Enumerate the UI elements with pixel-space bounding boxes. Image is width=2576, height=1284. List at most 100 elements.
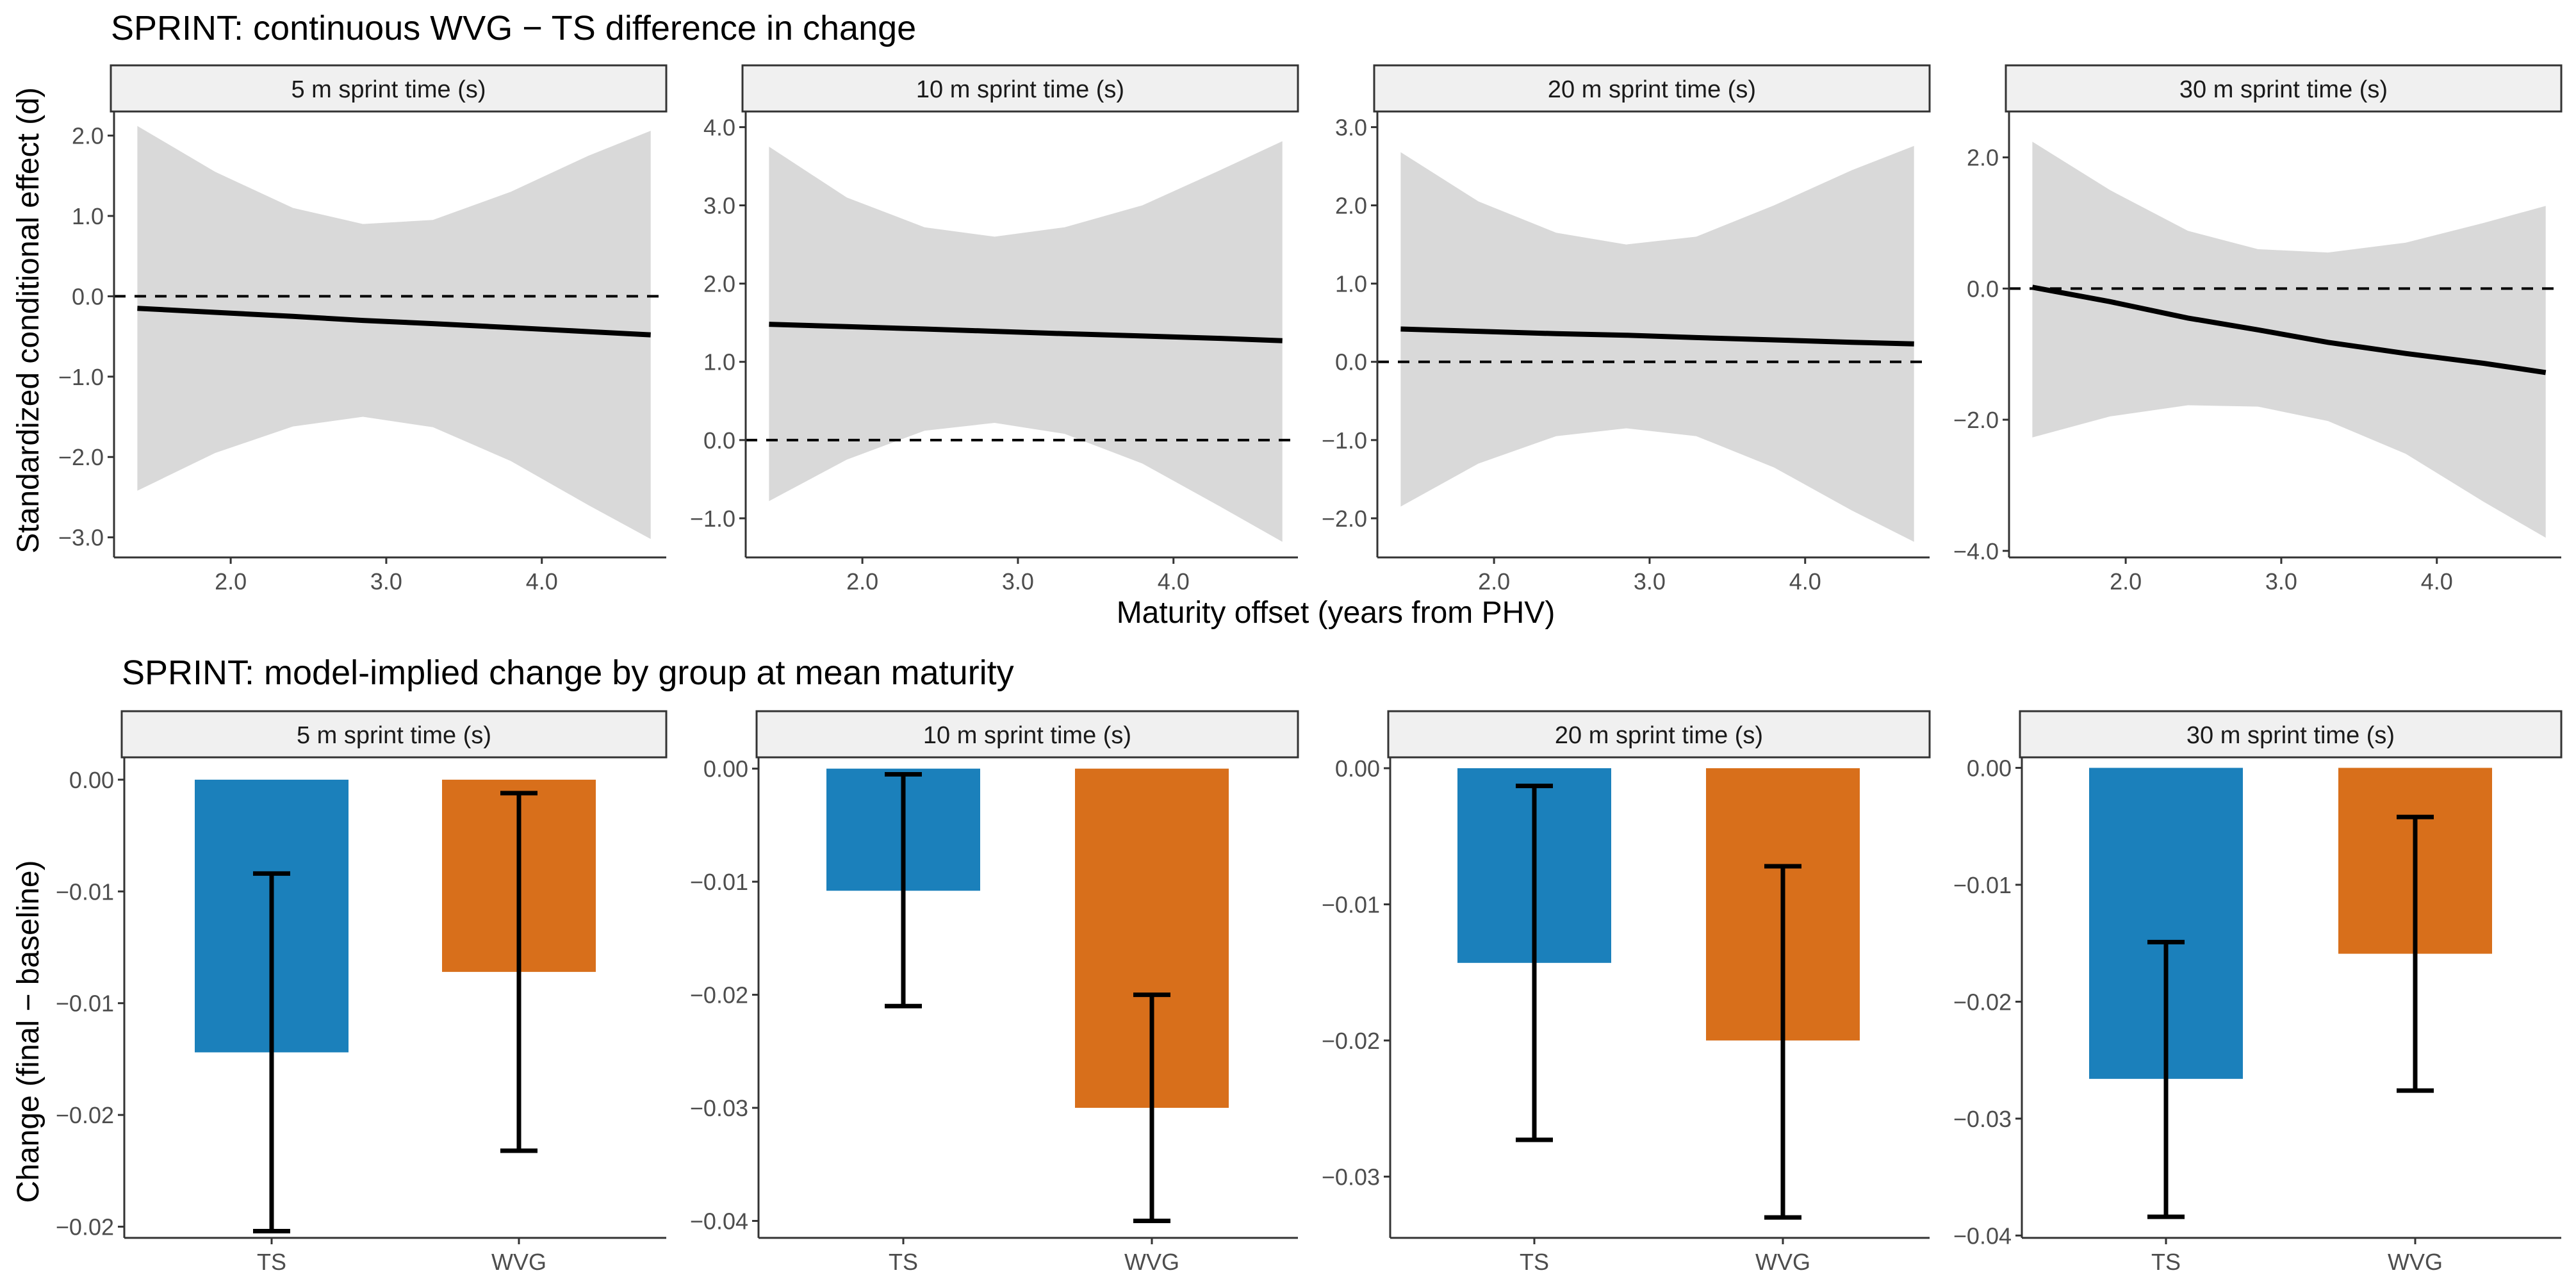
y-tick-label: −1.0 bbox=[1322, 427, 1367, 454]
facet-strip-label: 20 m sprint time (s) bbox=[1548, 76, 1756, 103]
error-bar-ts bbox=[253, 871, 290, 1234]
fitted-effect-line bbox=[137, 306, 651, 338]
top-chart-title: SPRINT: continuous WVG − TS difference i… bbox=[111, 9, 916, 47]
y-tick-label: 0.00 bbox=[1335, 755, 1380, 782]
y-tick-label: −0.04 bbox=[1953, 1222, 2012, 1249]
y-tick-label: 0.0 bbox=[72, 283, 104, 309]
y-tick-label: 3.0 bbox=[703, 193, 735, 219]
y-tick-label: −2.0 bbox=[1322, 506, 1367, 532]
error-bar-ts bbox=[1516, 784, 1553, 1142]
y-tick-label: −0.03 bbox=[1953, 1106, 2012, 1132]
y-tick-label: 0.0 bbox=[1967, 276, 1999, 302]
bottom-chart-title: SPRINT: model-implied change by group at… bbox=[122, 654, 1014, 692]
y-tick-label: 0.00 bbox=[703, 756, 748, 782]
facet-strip bbox=[1373, 64, 1931, 113]
facet-strip bbox=[2005, 64, 2563, 113]
y-tick-label: 2.0 bbox=[1335, 193, 1367, 219]
top-panel-2: 10 m sprint time (s) 4.0 3.0 2.0 1.0 0.0 −1.0 2… bbox=[690, 64, 1299, 595]
confidence-band bbox=[1400, 145, 1914, 542]
error-bar-wvg bbox=[500, 791, 537, 1153]
fitted-effect-line bbox=[1400, 326, 1914, 347]
facet-strip bbox=[110, 64, 668, 113]
facet-strip-label: 20 m sprint time (s) bbox=[1555, 722, 1763, 749]
error-bar-wvg bbox=[1764, 864, 1801, 1220]
y-tick-label: −0.01 bbox=[56, 991, 114, 1017]
facet-strip-label: 10 m sprint time (s) bbox=[916, 76, 1124, 103]
x-tick-label: 3.0 bbox=[1634, 568, 1666, 595]
y-tick-label: −0.03 bbox=[1322, 1164, 1380, 1190]
y-tick-label: 0.00 bbox=[1967, 755, 2012, 781]
error-bar-wvg bbox=[1133, 992, 1170, 1224]
y-tick-label: 4.0 bbox=[703, 114, 735, 140]
y-tick-label: 1.0 bbox=[703, 349, 735, 375]
y-tick-label: −0.02 bbox=[56, 1102, 114, 1128]
y-tick-label: 2.0 bbox=[703, 271, 735, 297]
top-panels: 5 m sprint time (s) 2.0 1.0 0.0 −1.0 −2.0 −3.0… bbox=[58, 64, 2563, 595]
x-tick-label: 2.0 bbox=[215, 568, 247, 595]
top-x-axis-title: Maturity offset (years from PHV) bbox=[1117, 596, 1555, 630]
x-tick-label-wvg: WVG bbox=[1755, 1249, 1810, 1275]
y-tick-label: 2.0 bbox=[1967, 145, 1999, 171]
y-tick-label: −3.0 bbox=[58, 525, 104, 551]
x-tick-label: 3.0 bbox=[1002, 568, 1034, 595]
y-tick-label: −0.01 bbox=[1322, 891, 1380, 918]
facet-strip bbox=[755, 710, 1299, 759]
y-tick-label: −2.0 bbox=[58, 444, 104, 470]
facet-strip-label: 10 m sprint time (s) bbox=[923, 722, 1131, 749]
x-tick-label: 4.0 bbox=[526, 568, 558, 595]
y-tick-label: −1.0 bbox=[690, 506, 735, 532]
fitted-effect-line bbox=[2031, 284, 2547, 375]
x-tick-label: 3.0 bbox=[2265, 568, 2297, 595]
y-tick-label: −0.01 bbox=[1953, 872, 2012, 898]
y-tick-label: 0.0 bbox=[1335, 349, 1367, 375]
x-tick-label: 4.0 bbox=[1158, 568, 1190, 595]
bottom-panel-2: 10 m sprint time (s) TS WVG 0.00 −0.01 −0.02 −… bbox=[690, 710, 1299, 1275]
facet-strip bbox=[120, 710, 668, 759]
facet-strip bbox=[2019, 710, 2563, 759]
x-tick-label: 4.0 bbox=[1789, 568, 1821, 595]
bottom-panel-4: 30 m sprint time (s) TS WVG 0.00 −0.01 −0.02 −… bbox=[1953, 710, 2563, 1275]
facet-strip-label: 30 m sprint time (s) bbox=[2179, 76, 2388, 103]
y-tick-label: −0.01 bbox=[690, 869, 748, 895]
error-bar-ts bbox=[885, 771, 922, 1008]
x-tick-label-wvg: WVG bbox=[2388, 1249, 2443, 1275]
x-tick-label-wvg: WVG bbox=[491, 1249, 546, 1275]
y-tick-label: −2.0 bbox=[1953, 407, 1999, 433]
bottom-y-axis-title: Change (final − baseline) bbox=[12, 860, 45, 1203]
x-tick-label-ts: TS bbox=[2151, 1249, 2181, 1275]
error-bar-wvg bbox=[2397, 814, 2434, 1093]
y-tick-label: −4.0 bbox=[1953, 538, 1999, 564]
x-tick-label: 3.0 bbox=[370, 568, 402, 595]
y-tick-label: −0.02 bbox=[1953, 989, 2012, 1015]
y-tick-label: −0.03 bbox=[690, 1095, 748, 1121]
y-tick-label: 1.0 bbox=[1335, 271, 1367, 297]
y-tick-label: 3.0 bbox=[1335, 114, 1367, 140]
y-tick-label: −0.02 bbox=[690, 982, 748, 1008]
confidence-band bbox=[2032, 142, 2546, 538]
x-tick-label: 2.0 bbox=[846, 568, 878, 595]
facet-strip bbox=[1387, 710, 1931, 759]
x-tick-label: 2.0 bbox=[2110, 568, 2142, 595]
y-tick-label: −0.01 bbox=[56, 878, 114, 905]
y-tick-label: −0.02 bbox=[1322, 1028, 1380, 1054]
x-tick-label-ts: TS bbox=[1520, 1249, 1549, 1275]
y-tick-label: 0.0 bbox=[703, 427, 735, 454]
facet-strip bbox=[741, 64, 1299, 113]
bottom-panel-3: 20 m sprint time (s) TS WVG 0.00 −0.01 −0.02 −… bbox=[1322, 710, 1931, 1275]
bottom-panel-1: 5 m sprint time (s) TS WVG 0.00 −0.01 −0.01 −0… bbox=[56, 710, 668, 1275]
top-panel-3: 20 m sprint time (s) 3.0 2.0 1.0 0.0 −1.0 −2.0… bbox=[1322, 64, 1931, 595]
bottom-panels: 5 m sprint time (s) TS WVG 0.00 −0.01 −0.01 −0… bbox=[56, 710, 2563, 1275]
y-tick-label: 0.00 bbox=[69, 767, 114, 793]
y-tick-label: 1.0 bbox=[72, 203, 104, 229]
confidence-band bbox=[769, 141, 1283, 542]
fitted-effect-line bbox=[769, 322, 1283, 343]
confidence-band bbox=[137, 126, 651, 539]
x-tick-label: 4.0 bbox=[2421, 568, 2453, 595]
y-tick-label: −0.04 bbox=[690, 1208, 748, 1235]
error-bar-ts bbox=[2147, 939, 2185, 1219]
y-tick-label: −1.0 bbox=[58, 364, 104, 390]
x-tick-label-ts: TS bbox=[889, 1249, 918, 1275]
top-panel-4: 30 m sprint time (s) 2.0 0.0 −2.0 −4.0 2.0 3.0… bbox=[1953, 64, 2563, 595]
x-tick-label-wvg: WVG bbox=[1124, 1249, 1179, 1275]
x-tick-label: 2.0 bbox=[1478, 568, 1510, 595]
